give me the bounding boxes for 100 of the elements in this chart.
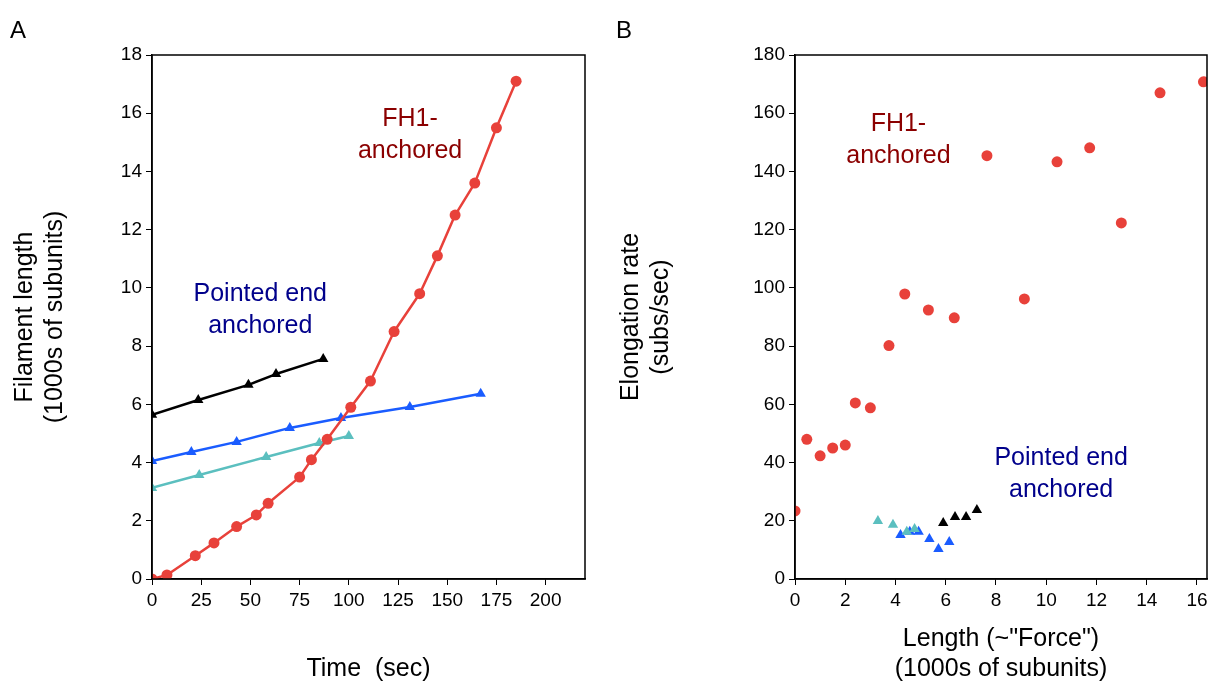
point	[1018, 293, 1030, 305]
annotation: FH1- anchored	[357, 103, 463, 164]
point	[318, 352, 329, 362]
x-tick-label: 6	[940, 588, 952, 610]
chart-title: A	[10, 16, 27, 44]
y-tick-label: 16	[120, 101, 142, 123]
y-axis-title: Elongation rate (subs/sec)	[614, 232, 673, 402]
y-tick-label: 80	[763, 334, 785, 356]
point	[922, 304, 934, 316]
point	[321, 433, 333, 445]
chart-title: B	[616, 16, 633, 44]
y-tick-label: 12	[120, 217, 142, 239]
y-tick-label: 120	[753, 217, 785, 239]
point	[949, 510, 961, 520]
annotation: Pointed end anchored	[193, 278, 327, 339]
y-tick-label: 14	[120, 159, 143, 181]
point	[1051, 156, 1063, 168]
point	[364, 375, 376, 387]
x-tick-label: 0	[146, 588, 158, 610]
point	[294, 471, 306, 483]
y-tick-label: 60	[763, 392, 785, 414]
point	[960, 510, 972, 520]
point	[194, 469, 205, 479]
point	[475, 387, 486, 397]
point	[839, 439, 851, 451]
y-tick-label: 6	[131, 392, 142, 414]
point	[193, 393, 204, 403]
y-tick-label: 140	[753, 159, 785, 181]
point	[924, 533, 935, 543]
point	[1197, 76, 1207, 88]
point	[801, 433, 813, 445]
point	[414, 288, 426, 300]
x-axis-title: Time (sec)	[306, 652, 431, 681]
point	[404, 400, 416, 410]
point	[948, 312, 960, 324]
point	[262, 497, 274, 509]
point	[933, 543, 944, 553]
point	[849, 397, 861, 409]
y-axis-title: Filament length (1000s of subunits)	[8, 210, 67, 424]
point	[887, 518, 899, 528]
point	[208, 537, 220, 549]
point	[899, 288, 911, 300]
point	[161, 569, 173, 579]
point	[243, 378, 254, 388]
y-tick-label: 8	[131, 334, 142, 356]
point	[231, 521, 243, 533]
y-tick-label: 20	[763, 509, 785, 531]
y-tick-label: 4	[131, 450, 143, 472]
x-tick-label: 150	[431, 588, 464, 610]
point	[343, 430, 355, 440]
point	[883, 340, 895, 352]
point	[864, 402, 876, 414]
x-tick-label: 14	[1136, 588, 1158, 610]
point	[388, 326, 400, 338]
point	[345, 401, 357, 413]
y-tick-label: 40	[763, 450, 785, 472]
point	[971, 504, 983, 514]
x-tick-label: 10	[1035, 588, 1057, 610]
x-tick-label: 8	[990, 588, 1002, 610]
y-tick-label: 160	[753, 101, 785, 123]
point	[944, 536, 955, 546]
annotation: FH1- anchored	[846, 107, 951, 168]
y-tick-label: 10	[120, 276, 142, 298]
x-tick-label: 75	[289, 588, 311, 610]
point	[938, 517, 949, 527]
annotation: Pointed end anchored	[994, 442, 1128, 503]
point	[449, 209, 461, 221]
x-tick-label: 4	[890, 588, 902, 610]
point	[1084, 142, 1096, 154]
x-tick-label: 50	[239, 588, 261, 610]
point	[827, 442, 839, 454]
x-axis-title: Length (~"Force") (1000s of subunits)	[894, 622, 1108, 681]
y-tick-label: 18	[120, 43, 142, 65]
y-tick-label: 100	[753, 276, 785, 298]
y-tick-label: 0	[774, 567, 785, 589]
point	[895, 529, 906, 539]
point	[814, 450, 826, 462]
point	[1115, 217, 1127, 229]
x-tick-label: 16	[1186, 588, 1208, 610]
x-tick-label: 0	[789, 588, 801, 610]
point	[305, 454, 317, 466]
point	[469, 177, 481, 189]
x-tick-label: 25	[190, 588, 212, 610]
x-tick-label: 2	[839, 588, 851, 610]
point	[510, 75, 522, 87]
point	[186, 446, 197, 456]
x-tick-label: 175	[480, 588, 513, 610]
point	[490, 122, 502, 134]
point	[872, 515, 884, 525]
x-tick-label: 100	[332, 588, 365, 610]
point	[284, 421, 295, 431]
point	[431, 250, 443, 262]
y-tick-label: 2	[131, 509, 142, 531]
point	[1154, 87, 1166, 99]
x-tick-label: 125	[382, 588, 414, 610]
point	[189, 550, 201, 562]
x-tick-label: 12	[1085, 588, 1108, 610]
point	[909, 522, 920, 532]
point	[250, 509, 262, 521]
point	[260, 451, 272, 461]
